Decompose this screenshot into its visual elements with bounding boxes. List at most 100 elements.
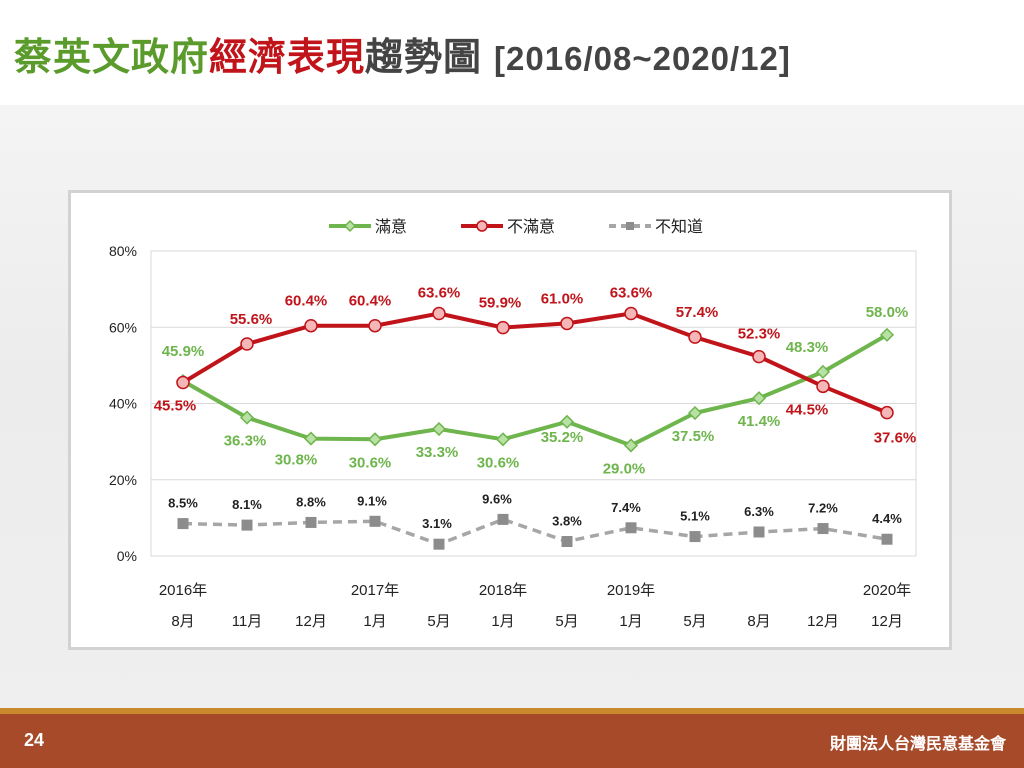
data-point-satisfied — [751, 391, 767, 406]
data-label: 55.6% — [230, 311, 273, 328]
data-point-dissatisfied — [496, 320, 510, 335]
data-label: 8.5% — [168, 496, 198, 511]
data-label: 35.2% — [541, 429, 584, 446]
title-part-government: 蔡英文政府 — [14, 35, 210, 79]
legend-label: 不知道 — [655, 218, 703, 236]
organization-name: 財團法人台灣民意基金會 — [829, 734, 1006, 753]
data-label: 60.4% — [349, 293, 392, 310]
legend-label: 不滿意 — [507, 217, 555, 236]
x-tick-label: 12月 — [295, 613, 327, 630]
data-point-dissatisfied — [752, 349, 766, 364]
data-point-unknown — [177, 518, 189, 530]
line-chart: 0% 20% 40% 60% 80% 2016年 8月 11月 12月 2017年 1月 5月 2018… — [109, 217, 917, 630]
data-label: 45.9% — [162, 343, 205, 360]
data-label: 29.0% — [603, 460, 646, 477]
legend-marker — [626, 222, 634, 230]
title-part-trend: 趨勢圖 — [365, 35, 483, 79]
data-label: 9.1% — [357, 493, 387, 508]
y-tick-label: 60% — [109, 319, 137, 335]
y-tick-label: 40% — [109, 396, 137, 412]
data-point-unknown — [753, 526, 765, 538]
data-point-satisfied — [303, 431, 319, 446]
data-label: 4.4% — [872, 511, 902, 526]
data-point-satisfied — [495, 432, 511, 447]
data-point-satisfied — [623, 438, 639, 453]
data-point-unknown — [561, 536, 573, 548]
x-year-label: 2019年 — [607, 582, 655, 599]
x-tick-label: 1月 — [619, 613, 642, 630]
data-label: 60.4% — [285, 293, 328, 310]
data-label: 63.6% — [418, 285, 461, 302]
data-point-unknown — [689, 531, 701, 543]
data-point-dissatisfied — [816, 379, 830, 394]
data-point-unknown — [433, 538, 445, 550]
legend-marker — [476, 220, 488, 232]
data-point-dissatisfied — [368, 318, 382, 333]
data-label: 37.6% — [874, 430, 917, 447]
data-label: 58.0% — [866, 304, 909, 321]
legend-label: 滿意 — [375, 217, 407, 236]
page-title: 蔡英文政府經濟表現趨勢圖 [2016/08~2020/12] — [14, 26, 791, 81]
data-point-unknown — [881, 533, 893, 545]
data-label: 3.1% — [422, 516, 452, 531]
x-year-label: 2017年 — [351, 582, 399, 599]
data-label: 9.6% — [482, 491, 512, 506]
legend-marker — [343, 219, 357, 233]
chart-frame: 0% 20% 40% 60% 80% 2016年 8月 11月 12月 2017年 1月 5月 2018… — [68, 190, 952, 650]
series-line-unknown — [182, 517, 888, 546]
data-point-dissatisfied — [560, 316, 574, 331]
x-tick-label: 1月 — [491, 613, 514, 630]
data-label: 36.3% — [224, 433, 267, 450]
x-year-label: 2020年 — [863, 582, 911, 599]
y-tick-label: 20% — [109, 472, 137, 488]
data-label: 3.8% — [552, 514, 582, 529]
data-label: 52.3% — [738, 326, 781, 343]
data-point-dissatisfied — [176, 375, 190, 390]
data-label: 41.4% — [738, 413, 781, 430]
data-label: 30.6% — [349, 454, 392, 471]
x-tick-label: 11月 — [232, 613, 263, 630]
footer-accent-line — [0, 708, 1024, 714]
data-label: 33.3% — [416, 444, 459, 461]
page-number: 24 — [24, 730, 45, 750]
data-label: 57.4% — [676, 304, 719, 321]
data-point-unknown — [305, 516, 317, 528]
data-label: 63.6% — [610, 285, 653, 302]
data-point-satisfied — [559, 414, 575, 429]
data-label: 44.5% — [786, 401, 829, 418]
y-tick-label: 80% — [109, 243, 137, 259]
data-label: 30.6% — [477, 454, 520, 471]
data-point-dissatisfied — [624, 306, 638, 321]
data-point-dissatisfied — [880, 405, 894, 420]
footer-bar: 24 財團法人台灣民意基金會 — [0, 714, 1024, 768]
data-point-unknown — [241, 519, 253, 531]
data-label: 59.9% — [479, 295, 522, 312]
data-point-unknown — [497, 513, 509, 525]
x-tick-label: 5月 — [555, 613, 578, 630]
x-tick-label: 5月 — [427, 613, 450, 630]
data-point-dissatisfied — [304, 318, 318, 333]
x-year-label: 2018年 — [479, 582, 527, 599]
series-line-dissatisfied — [181, 311, 888, 415]
data-label: 8.1% — [232, 497, 262, 512]
x-tick-label: 8月 — [747, 613, 770, 630]
x-tick-label: 12月 — [807, 613, 839, 630]
data-label: 37.5% — [672, 428, 715, 445]
x-tick-label: 5月 — [683, 613, 706, 630]
data-point-dissatisfied — [240, 337, 254, 351]
data-point-satisfied — [367, 432, 383, 447]
data-point-satisfied — [239, 410, 255, 425]
data-label: 45.5% — [154, 398, 197, 415]
y-tick-label: 0% — [117, 548, 137, 564]
data-label: 7.2% — [808, 501, 838, 516]
data-label: 61.0% — [541, 290, 584, 307]
data-label: 30.8% — [275, 452, 318, 469]
data-label: 48.3% — [786, 339, 829, 356]
data-label: 7.4% — [611, 500, 641, 515]
data-point-unknown — [817, 523, 829, 535]
x-tick-label: 1月 — [363, 613, 386, 630]
title-bar: 蔡英文政府經濟表現趨勢圖 [2016/08~2020/12] — [0, 0, 1024, 105]
x-tick-label: 12月 — [871, 613, 903, 630]
data-point-dissatisfied — [432, 306, 446, 321]
data-point-satisfied — [687, 405, 703, 421]
